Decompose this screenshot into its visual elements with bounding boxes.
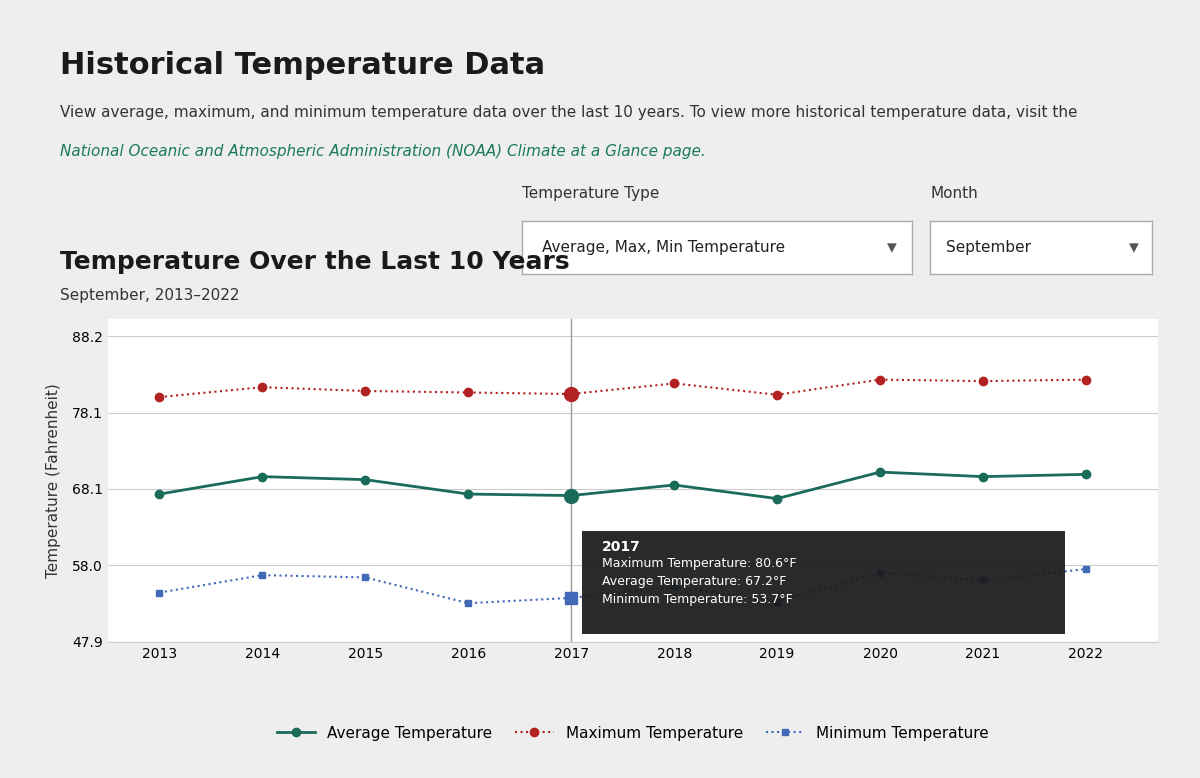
Legend: Average Temperature, Maximum Temperature, Minimum Temperature: Average Temperature, Maximum Temperature…: [271, 720, 995, 747]
Text: View average, maximum, and minimum temperature data over the last 10 years. To v: View average, maximum, and minimum tempe…: [60, 105, 1078, 120]
Y-axis label: Temperature (Fahrenheit): Temperature (Fahrenheit): [46, 383, 61, 578]
Text: Temperature Over the Last 10 Years: Temperature Over the Last 10 Years: [60, 250, 570, 274]
Text: Temperature Type: Temperature Type: [522, 186, 659, 201]
Text: Average Temperature: 67.2°F: Average Temperature: 67.2°F: [602, 575, 786, 588]
Bar: [582, 531, 1066, 633]
Text: 2017: 2017: [602, 540, 641, 554]
Text: National Oceanic and Atmospheric Administration (NOAA) Climate at a Glance page.: National Oceanic and Atmospheric Adminis…: [60, 144, 706, 159]
Text: ▾: ▾: [887, 238, 896, 257]
Text: Maximum Temperature: 80.6°F: Maximum Temperature: 80.6°F: [602, 557, 797, 570]
Text: Minimum Temperature: 53.7°F: Minimum Temperature: 53.7°F: [602, 594, 793, 606]
Text: Historical Temperature Data: Historical Temperature Data: [60, 51, 545, 79]
Text: Average, Max, Min Temperature: Average, Max, Min Temperature: [541, 240, 785, 255]
Text: ▾: ▾: [1129, 238, 1139, 257]
Text: September: September: [946, 240, 1031, 255]
Text: September, 2013–2022: September, 2013–2022: [60, 289, 240, 303]
Text: Month: Month: [930, 186, 978, 201]
